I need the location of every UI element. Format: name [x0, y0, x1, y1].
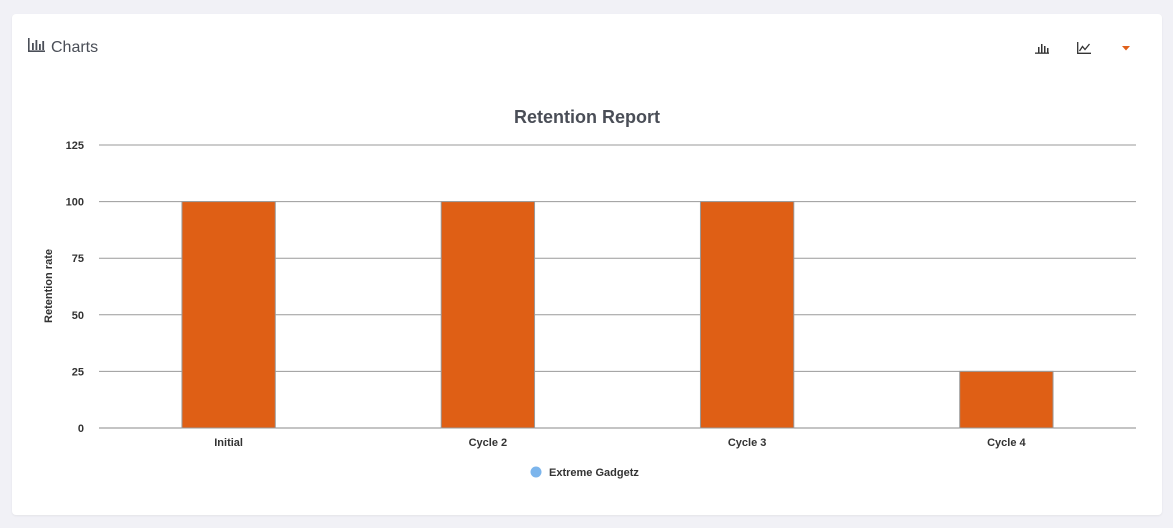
- legend[interactable]: Extreme Gadgetz: [530, 466, 640, 480]
- y-axis-label: Retention rate: [43, 249, 55, 323]
- y-tick-label: 25: [72, 366, 84, 378]
- caret-down-icon: [1122, 46, 1130, 51]
- card-title: Charts: [51, 38, 99, 56]
- legend-marker: [530, 466, 542, 478]
- y-tick-label: 50: [72, 310, 84, 322]
- bar[interactable]: [440, 201, 536, 429]
- line-chart-button[interactable]: [1076, 40, 1092, 56]
- bar[interactable]: [959, 370, 1054, 429]
- legend-item-label: Extreme Gadgetz: [549, 467, 639, 479]
- y-tick-label: 125: [66, 140, 84, 152]
- bar-chart-button[interactable]: [1034, 40, 1050, 56]
- chart-options-dropdown[interactable]: [1118, 40, 1134, 56]
- x-tick-label: Cycle 2: [469, 437, 508, 449]
- y-axis-ticks: 0 25 50 75 100 125: [66, 140, 84, 435]
- y-tick-label: 75: [72, 253, 84, 265]
- x-tick-label: Cycle 4: [987, 437, 1026, 449]
- x-tick-label: Cycle 3: [728, 437, 767, 449]
- bar[interactable]: [699, 201, 795, 429]
- card-header: Charts: [28, 38, 98, 57]
- y-tick-label: 0: [78, 423, 84, 435]
- chart-toolbar: [1034, 40, 1134, 56]
- chart-title: Retention Report: [514, 107, 660, 127]
- bars: [181, 201, 1054, 429]
- bar-chart-icon: [28, 38, 45, 57]
- line-chart-icon: [1077, 42, 1091, 54]
- bar-chart-icon: [1035, 44, 1049, 54]
- y-tick-label: 100: [66, 197, 84, 209]
- bar[interactable]: [181, 201, 276, 429]
- x-tick-label: Initial: [214, 437, 243, 449]
- x-axis-ticks: Initial Cycle 2 Cycle 3 Cycle 4: [214, 437, 1026, 449]
